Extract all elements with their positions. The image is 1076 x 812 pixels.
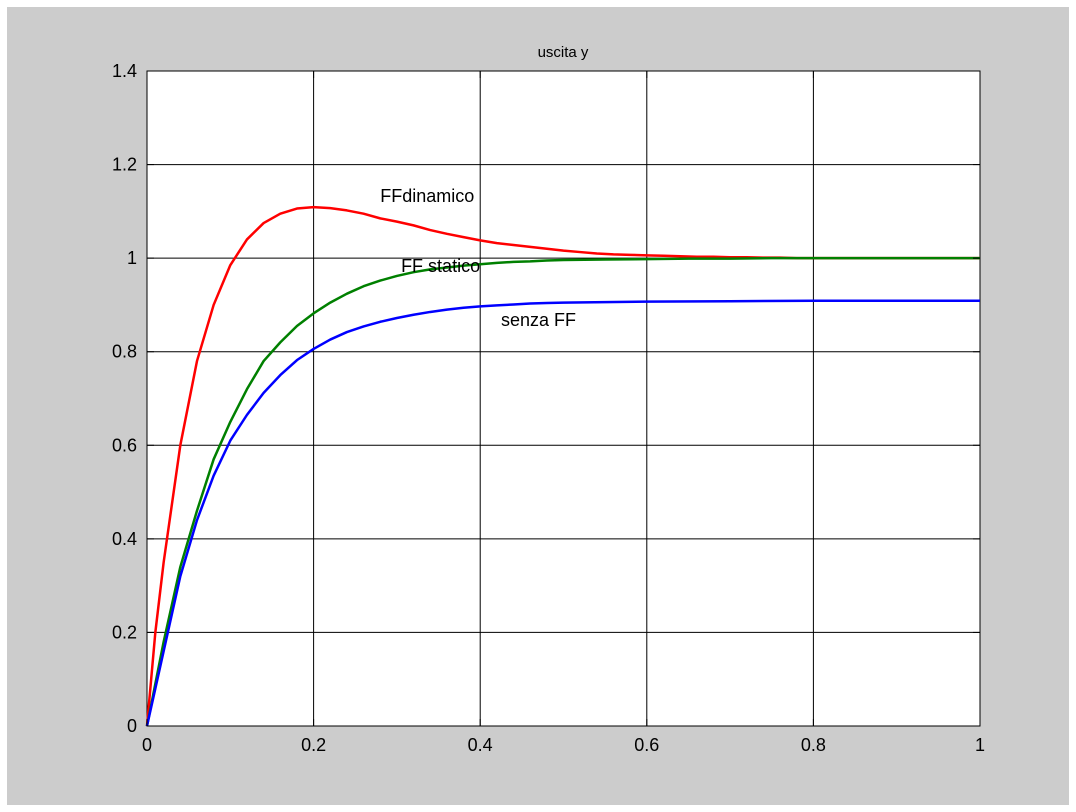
grid-layer	[147, 71, 980, 726]
y-tick-label: 0.6	[112, 435, 137, 455]
annotation-label: senza FF	[501, 310, 576, 330]
x-tick-label: 0.8	[801, 735, 826, 755]
annotation-label: FF statico	[401, 256, 480, 276]
tick-layer: 0 0.2 0.4 0.6 0.8 1 0 0.2 0.4 0.6 0.8 1 1.2 1.4	[112, 61, 985, 755]
x-tick-label: 0.2	[301, 735, 326, 755]
series-layer	[145, 205, 980, 727]
plot-area	[146, 70, 981, 727]
chart-title: uscita y	[538, 44, 589, 61]
annotation-label: FFdinamico	[380, 186, 474, 206]
x-tick-label: 0.6	[634, 735, 659, 755]
series-line-1	[145, 256, 980, 727]
x-tick-label: 0	[142, 735, 152, 755]
y-tick-label: 1	[127, 248, 137, 268]
y-tick-label: 1.2	[112, 155, 137, 175]
annotation-layer: FFdinamico FF statico senza FF	[380, 186, 576, 330]
y-tick-label: 0.8	[112, 342, 137, 362]
y-tick-label: 0	[127, 716, 137, 736]
y-tick-label: 1.4	[112, 61, 137, 81]
figure-window: FFdinamico FF statico senza FF 0 0.2 0.4 0.6 0…	[7, 7, 1069, 805]
x-tick-label: 1	[975, 735, 985, 755]
x-tick-label: 0.4	[468, 735, 493, 755]
y-tick-label: 0.2	[112, 622, 137, 642]
y-tick-label: 0.4	[112, 529, 137, 549]
series-line-2	[145, 299, 980, 727]
